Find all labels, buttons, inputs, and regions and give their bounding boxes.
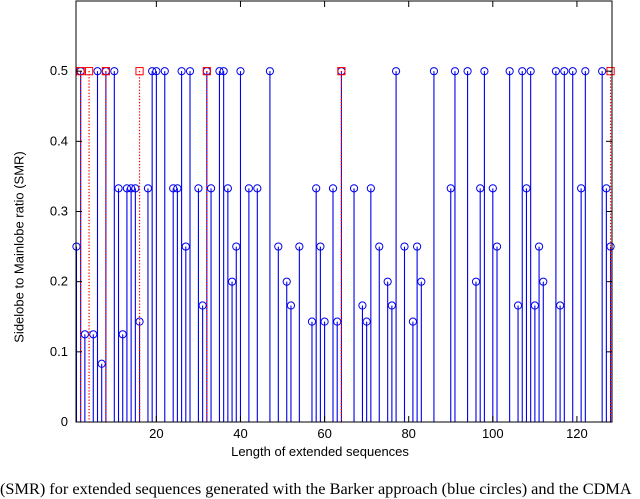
svg-text:0.1: 0.1	[50, 344, 68, 359]
svg-text:60: 60	[317, 426, 331, 441]
svg-text:40: 40	[233, 426, 247, 441]
svg-text:80: 80	[401, 426, 415, 441]
svg-text:120: 120	[566, 426, 588, 441]
svg-text:100: 100	[482, 426, 504, 441]
svg-text:0.3: 0.3	[50, 204, 68, 219]
svg-text:20: 20	[149, 426, 163, 441]
svg-text:0.4: 0.4	[50, 133, 68, 148]
svg-text:0.5: 0.5	[50, 63, 68, 78]
svg-text:0.2: 0.2	[50, 274, 68, 289]
svg-text:0: 0	[61, 414, 68, 429]
